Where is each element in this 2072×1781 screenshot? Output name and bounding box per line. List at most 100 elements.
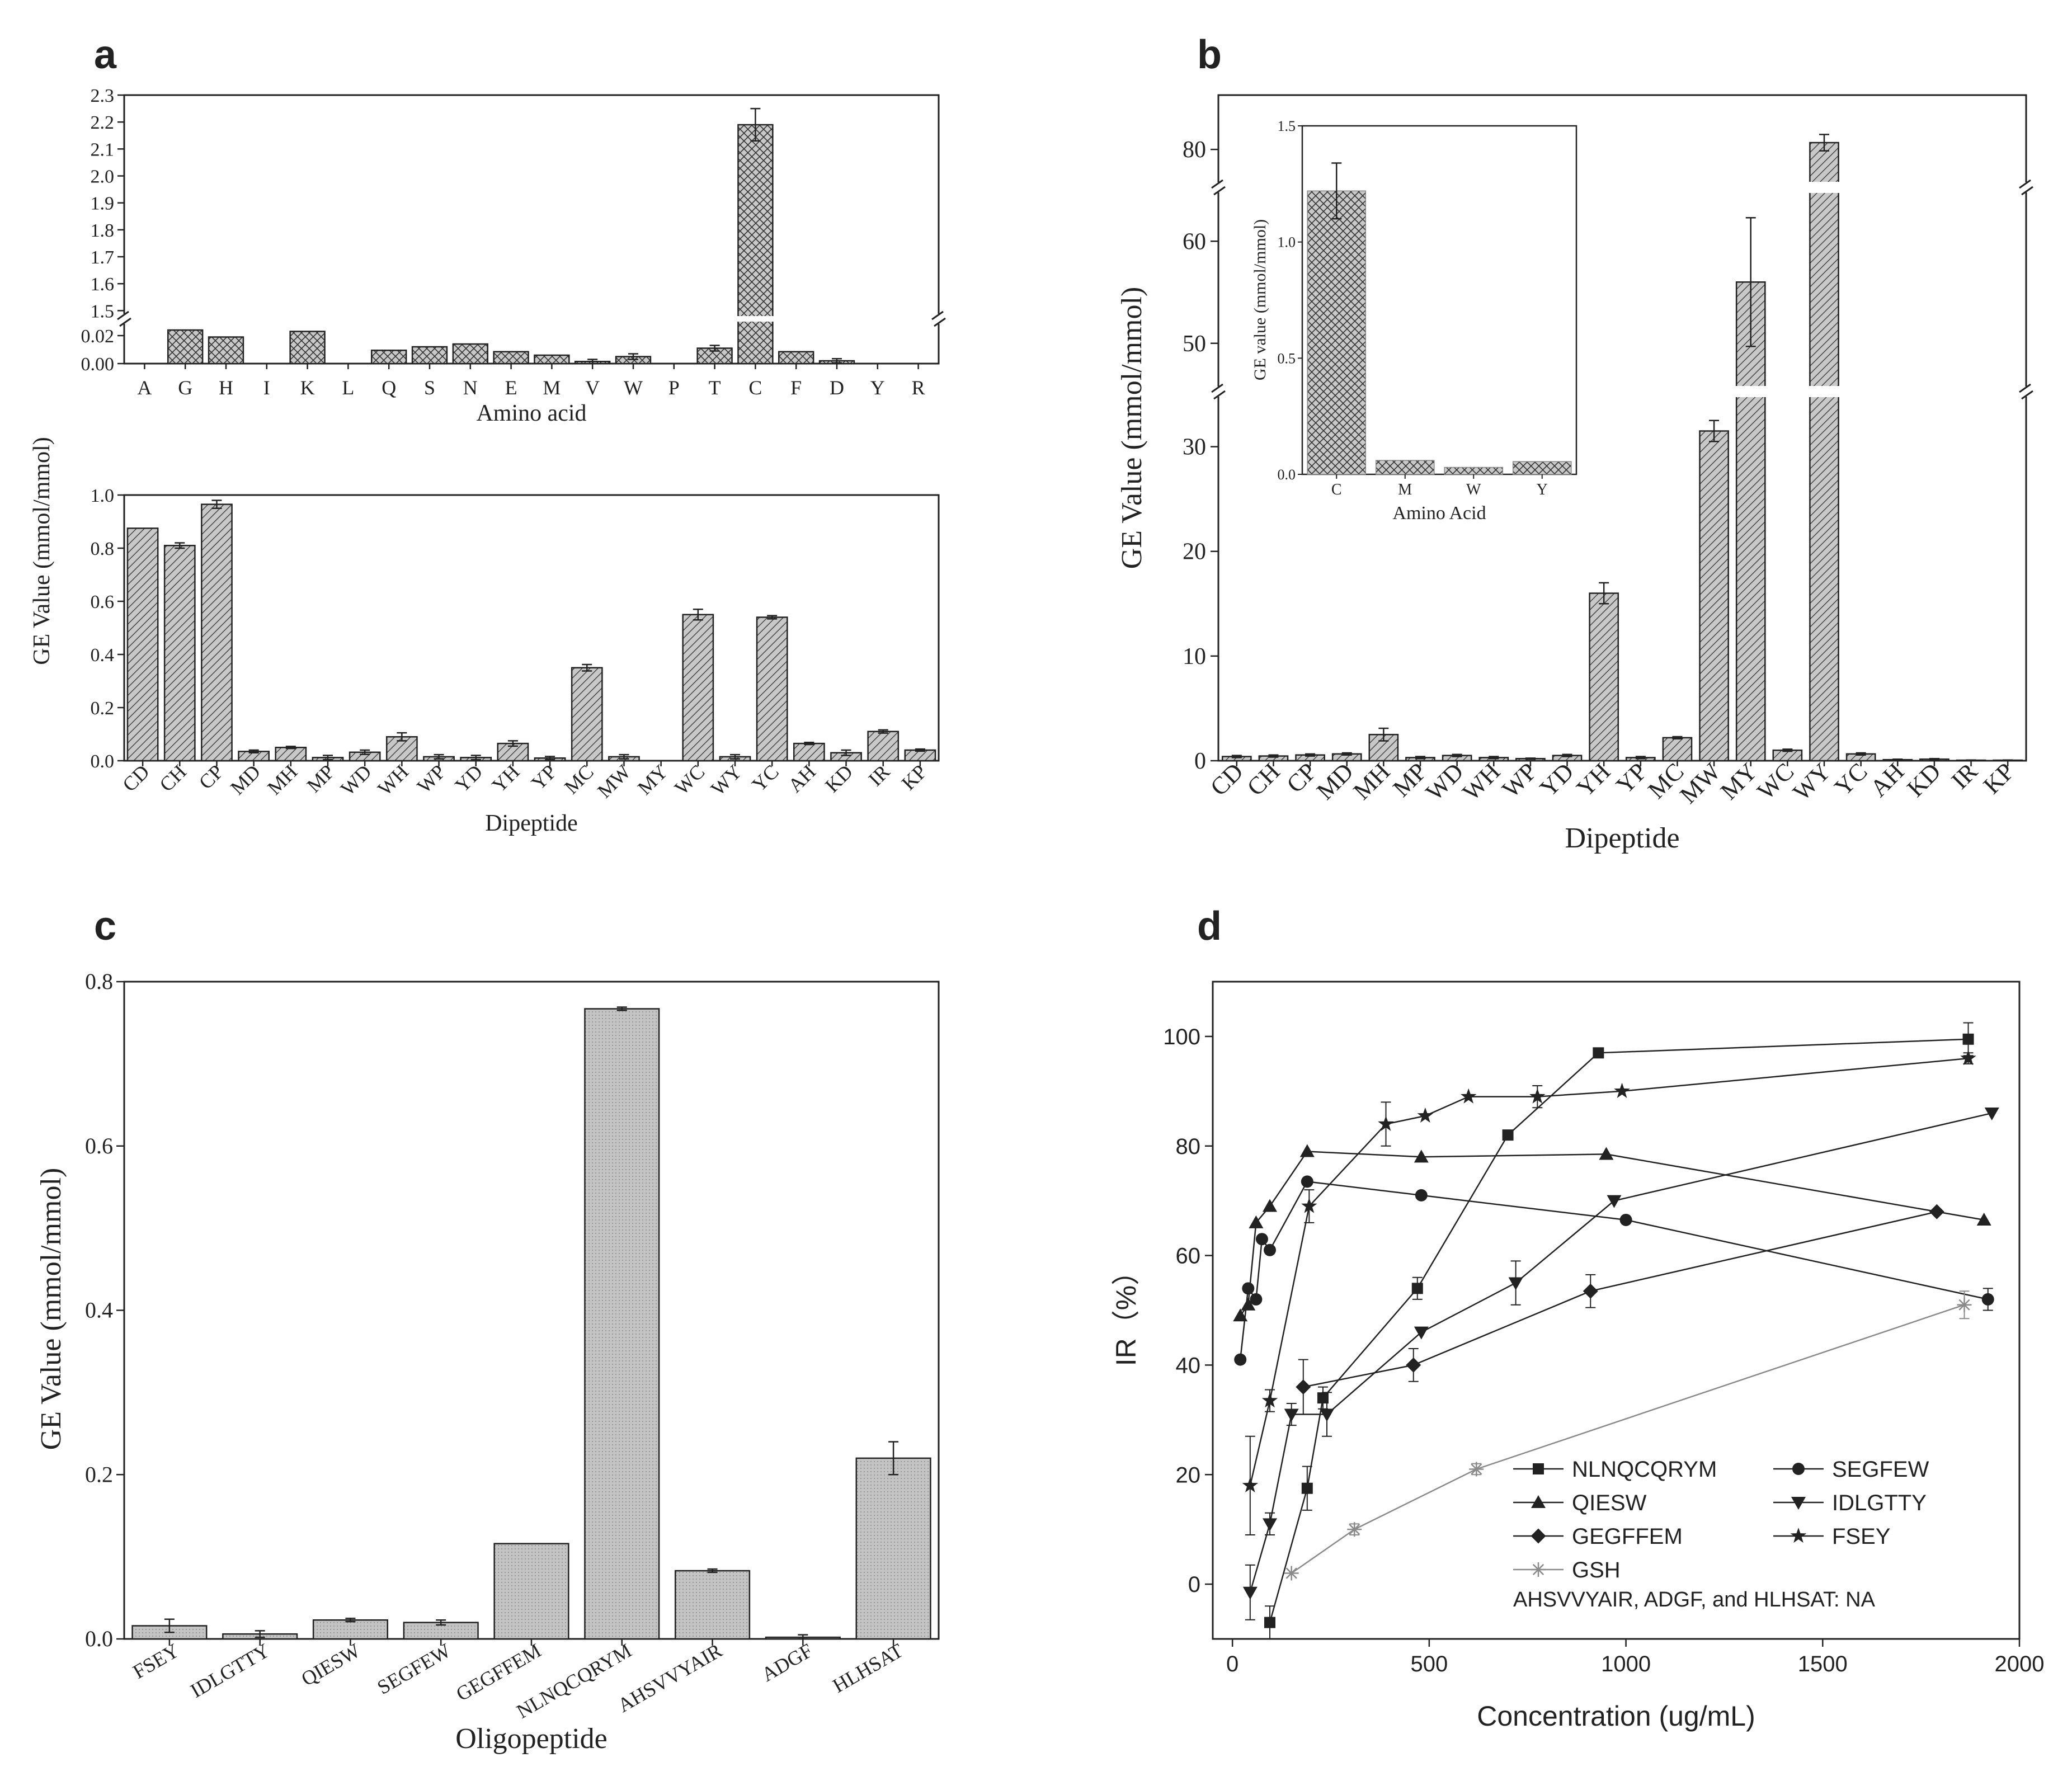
- error-bar-MW: [619, 753, 629, 760]
- legend-item-FSEY: FSEY: [1773, 1524, 1890, 1549]
- point-QIESW-4: [1299, 1144, 1315, 1157]
- error-bar-CP: [211, 500, 222, 509]
- point-FSEY-6: [1529, 1088, 1546, 1104]
- axis-break-left: [116, 310, 132, 327]
- legend-item-SEGFEW: SEGFEW: [1773, 1457, 1929, 1482]
- y-tick-label-5: 100: [1163, 1025, 1200, 1049]
- point-IDLGTTY-5: [1508, 1277, 1523, 1290]
- bar-CP: [201, 503, 233, 762]
- point-NLNQCQRYM-5: [1593, 1047, 1604, 1059]
- x-tick-label-4: 2000: [1995, 1652, 2045, 1676]
- point-IDLGTTY-3: [1319, 1408, 1334, 1422]
- inset-y-axis-title: GE value (mmol/mmol): [1251, 219, 1269, 380]
- point-QIESW-1: [1241, 1297, 1256, 1311]
- bar-HLHSAT: [855, 1457, 931, 1640]
- y-axis-title: GE Value (mmol/mmol): [35, 1168, 67, 1450]
- point-NLNQCQRYM-6: [1962, 1033, 1974, 1045]
- point-GSH-1: [1347, 1522, 1362, 1537]
- y-axis-title: IR（%）: [1110, 1257, 1142, 1366]
- axis-break-left-low: [1211, 383, 1226, 400]
- x-tick-label-FSEY: FSEY: [129, 1639, 183, 1683]
- axis-break-right: [931, 310, 946, 327]
- legend-marker-GSH: [1531, 1562, 1546, 1577]
- x-tick-label-M: M: [543, 376, 561, 399]
- x-tick-label-A: A: [137, 376, 152, 399]
- error-bar-WH: [1489, 756, 1499, 760]
- y-axis-title: GE Value (mmol/mmol): [1116, 287, 1148, 569]
- y-tick-label-3: 60: [1176, 1244, 1201, 1269]
- bar-AH: [793, 742, 825, 762]
- panel-b: CDCHCPMDMHMPWDWHWPYDYHYPMCMWMYWCWYYCAHKD…: [1116, 94, 2034, 854]
- bar-QIESW: [312, 1619, 389, 1640]
- bar-H: [208, 336, 244, 365]
- y-tick-label-3: 0.6: [91, 592, 115, 612]
- panel-label-b: b: [1197, 32, 1222, 77]
- x-tick-label-KP: KP: [897, 760, 931, 794]
- x-axis-title: Amino acid: [476, 401, 586, 426]
- bar-MW: [1699, 430, 1729, 762]
- legend-item-GSH: GSH: [1513, 1558, 1621, 1582]
- legend-item-NLNQCQRYM: NLNQCQRYM: [1513, 1457, 1717, 1482]
- x-tick-label-YC: YC: [1829, 757, 1873, 801]
- y-tick-label-up-8: 2.3: [91, 86, 115, 106]
- point-FSEY-2: [1301, 1198, 1317, 1213]
- error-bar-YD: [1562, 753, 1572, 757]
- bar-GEGFFEM: [493, 1543, 569, 1640]
- legend-label-IDLGTTY: IDLGTTY: [1832, 1491, 1927, 1515]
- x-tick-label-MW: MW: [593, 760, 635, 802]
- legend-label-QIESW: QIESW: [1572, 1491, 1647, 1515]
- error-bar-IR: [878, 729, 888, 734]
- error-bar-KD: [841, 749, 851, 756]
- bar-WC: [682, 614, 714, 762]
- series-line-GEGFFEM: [1303, 1211, 1937, 1388]
- error-bar-HLHSAT: [888, 1441, 899, 1476]
- x-tick-label-P: P: [668, 376, 680, 399]
- bar-E: [493, 351, 529, 365]
- y-tick-label-3: 0.6: [85, 1133, 113, 1158]
- point-QIESW-2: [1249, 1215, 1264, 1228]
- legend-marker-QIESW: [1531, 1495, 1546, 1508]
- legend: NLNQCQRYM SEGFEW QIESW IDLGTTY GEGFFEM FSEY GS…: [1513, 1457, 1929, 1612]
- point-NLNQCQRYM-3: [1411, 1283, 1423, 1294]
- x-tick-label-E: E: [505, 376, 517, 399]
- x-tick-label-HLHSAT: HLHSAT: [829, 1639, 907, 1697]
- axis-break-right-low: [2018, 383, 2034, 400]
- bar-G: [167, 329, 204, 365]
- x-tick-label-D: D: [830, 376, 844, 399]
- bar-gap-low-WY: [1809, 386, 1840, 397]
- y-tick-label-up-0: 1.5: [91, 301, 115, 322]
- inset-y-tick-label-1: 0.5: [1278, 350, 1296, 366]
- x-tick-label-SEGFEW: SEGFEW: [374, 1639, 455, 1699]
- panel-a-top-frame: [123, 94, 940, 365]
- axis-break-left-high: [1211, 179, 1226, 196]
- legend-item-QIESW: QIESW: [1513, 1491, 1647, 1515]
- error-bar-WP: [1525, 757, 1536, 760]
- bar-F: [778, 351, 814, 365]
- point-GEGFFEM-2: [1583, 1283, 1598, 1299]
- y-tick-label-1: 0.2: [85, 1462, 113, 1487]
- x-axis-title: Concentration (ug/mL): [1477, 1700, 1755, 1732]
- error-bar-T: [709, 345, 720, 352]
- x-tick-label-C: C: [748, 376, 762, 399]
- legend-label-NLNQCQRYM: NLNQCQRYM: [1572, 1457, 1717, 1482]
- bar-NLNQCQRYM: [584, 1008, 660, 1640]
- x-tick-label-R: R: [912, 376, 925, 399]
- point-QIESW-0: [1233, 1308, 1248, 1322]
- series-line-GSH: [1291, 1304, 1965, 1574]
- x-tick-label-MP: MP: [303, 760, 339, 797]
- x-tick-label-YH: YH: [1571, 757, 1616, 802]
- point-IDLGTTY-1: [1262, 1518, 1277, 1532]
- y-tick-label-1: 0.2: [91, 698, 115, 719]
- bar-MC: [1662, 737, 1693, 762]
- x-tick-label-KD: KD: [1901, 757, 1946, 802]
- axis-break-right-high: [2018, 179, 2034, 196]
- error-bar-WY: [1819, 134, 1829, 152]
- panel-label-d: d: [1197, 904, 1222, 949]
- bar-YH: [1589, 592, 1619, 762]
- y-tick-label-2: 40: [1176, 1353, 1201, 1378]
- y-tick-label-0-3: 30: [1183, 435, 1206, 460]
- point-IDLGTTY-0: [1242, 1586, 1258, 1600]
- y-tick-label-up-1: 1.6: [91, 274, 115, 295]
- series-GSH: [1284, 1290, 1972, 1581]
